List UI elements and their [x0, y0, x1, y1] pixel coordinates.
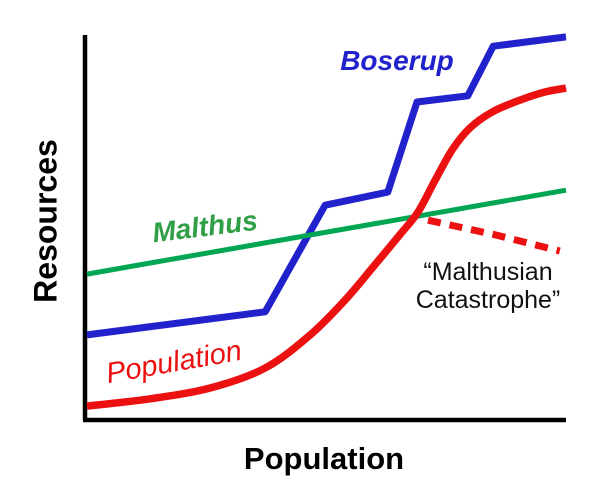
boserup-series-label: Boserup — [340, 45, 454, 76]
series-malthus — [86, 187, 567, 277]
malthusian-catastrophe-label: “Malthusian Catastrophe” — [416, 258, 561, 314]
axes — [82, 35, 566, 423]
y-axis-label: Resources — [27, 139, 64, 303]
series-population — [86, 84, 567, 410]
series-boserup — [86, 33, 567, 339]
series-malthusian-catastrophe — [427, 216, 561, 255]
catastrophe-label-line1: “Malthusian — [423, 258, 553, 286]
x-axis-label: Population — [243, 441, 405, 476]
series-group — [86, 33, 567, 410]
catastrophe-label-line2: Catastrophe” — [415, 286, 561, 314]
